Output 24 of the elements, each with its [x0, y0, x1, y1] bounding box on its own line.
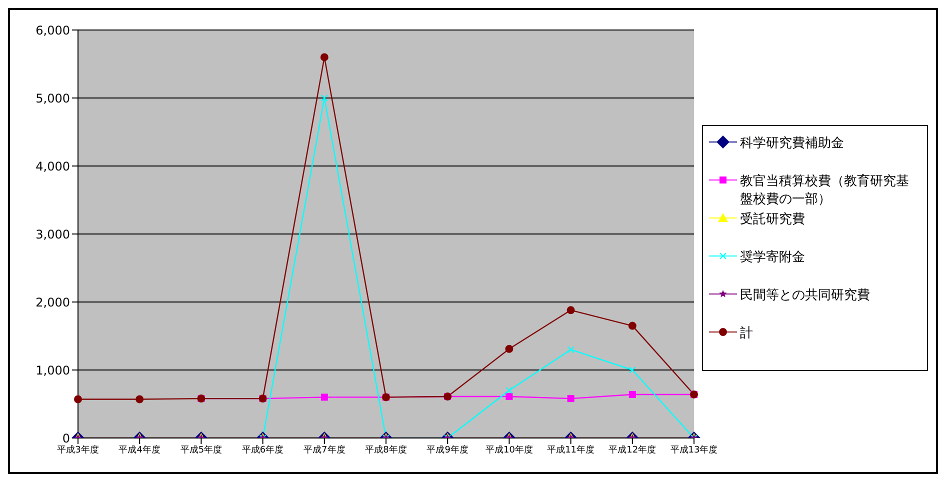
x-tick-label: 平成7年度: [304, 444, 346, 456]
y-tick-label: 3,000: [36, 227, 70, 242]
x-tick-label: 平成10年度: [485, 444, 533, 456]
x-tick-label: 平成9年度: [426, 444, 468, 456]
y-tick-label: 1,000: [36, 363, 70, 378]
y-tick-label: 0: [62, 431, 70, 446]
x-tick-label: 平成4年度: [118, 444, 160, 456]
x-tick-label: 平成12年度: [608, 444, 656, 456]
legend-label: 科学研究費補助金: [740, 135, 844, 152]
x-tick-label: 平成13年度: [670, 444, 718, 456]
y-tick-label: 6,000: [36, 23, 70, 38]
legend-label: 教官当積算校費（教育研究基盤校費の一部）: [740, 172, 910, 208]
legend-label: 受託研究費: [740, 211, 805, 228]
x-tick-label: 平成6年度: [242, 444, 284, 456]
x-tick-label: 平成5年度: [180, 444, 222, 456]
y-tick-label: 5,000: [36, 91, 70, 106]
legend-label: 計: [740, 325, 753, 342]
x-tick-label: 平成8年度: [365, 444, 407, 456]
y-tick-label: 2,000: [36, 295, 70, 310]
x-tick-label: 平成11年度: [547, 444, 595, 456]
legend-label: 民間等との共同研究費: [740, 287, 870, 304]
legend-label: 奨学寄附金: [740, 249, 805, 266]
x-tick-label: 平成3年度: [57, 444, 99, 456]
y-tick-label: 4,000: [36, 159, 70, 174]
